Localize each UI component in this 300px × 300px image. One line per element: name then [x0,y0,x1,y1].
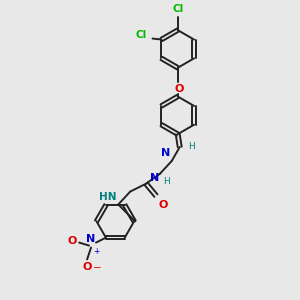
Text: N: N [86,234,96,244]
Text: H: H [188,142,194,151]
Text: HN: HN [99,191,116,202]
Text: O: O [68,236,77,246]
Text: H: H [163,177,169,186]
Text: −: − [93,263,102,273]
Text: O: O [174,84,183,94]
Text: O: O [82,262,92,272]
Text: Cl: Cl [135,30,147,40]
Text: N: N [150,173,159,183]
Text: O: O [159,200,168,209]
Text: Cl: Cl [172,4,183,14]
Text: +: + [93,247,99,256]
Text: N: N [160,148,170,158]
